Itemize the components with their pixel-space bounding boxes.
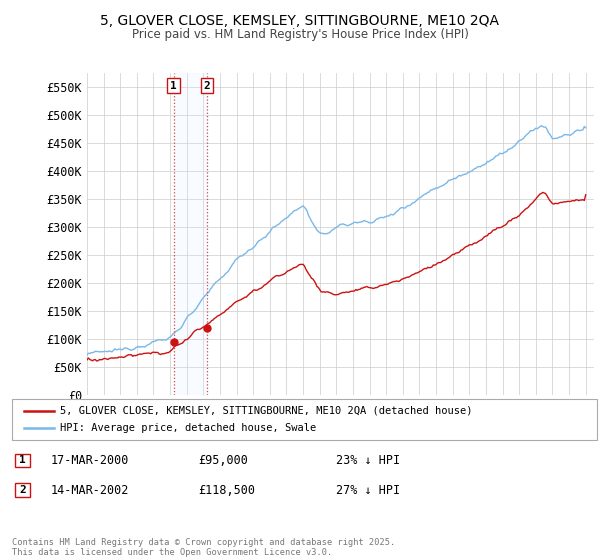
Text: 1: 1 <box>170 81 177 91</box>
Text: 17-MAR-2000: 17-MAR-2000 <box>51 454 130 467</box>
Bar <box>173 73 207 395</box>
Text: Price paid vs. HM Land Registry's House Price Index (HPI): Price paid vs. HM Land Registry's House … <box>131 28 469 41</box>
Text: 5, GLOVER CLOSE, KEMSLEY, SITTINGBOURNE, ME10 2QA (detached house): 5, GLOVER CLOSE, KEMSLEY, SITTINGBOURNE,… <box>60 405 473 416</box>
Text: £95,000: £95,000 <box>198 454 248 467</box>
Text: 2: 2 <box>19 485 26 494</box>
Text: Contains HM Land Registry data © Crown copyright and database right 2025.
This d: Contains HM Land Registry data © Crown c… <box>12 538 395 557</box>
Text: HPI: Average price, detached house, Swale: HPI: Average price, detached house, Swal… <box>60 423 316 433</box>
Text: 2: 2 <box>203 81 210 91</box>
Text: 5, GLOVER CLOSE, KEMSLEY, SITTINGBOURNE, ME10 2QA: 5, GLOVER CLOSE, KEMSLEY, SITTINGBOURNE,… <box>101 14 499 28</box>
Text: 23% ↓ HPI: 23% ↓ HPI <box>336 454 400 467</box>
Text: £118,500: £118,500 <box>198 483 255 497</box>
Text: 14-MAR-2002: 14-MAR-2002 <box>51 483 130 497</box>
Text: 1: 1 <box>19 455 26 465</box>
Text: 27% ↓ HPI: 27% ↓ HPI <box>336 483 400 497</box>
